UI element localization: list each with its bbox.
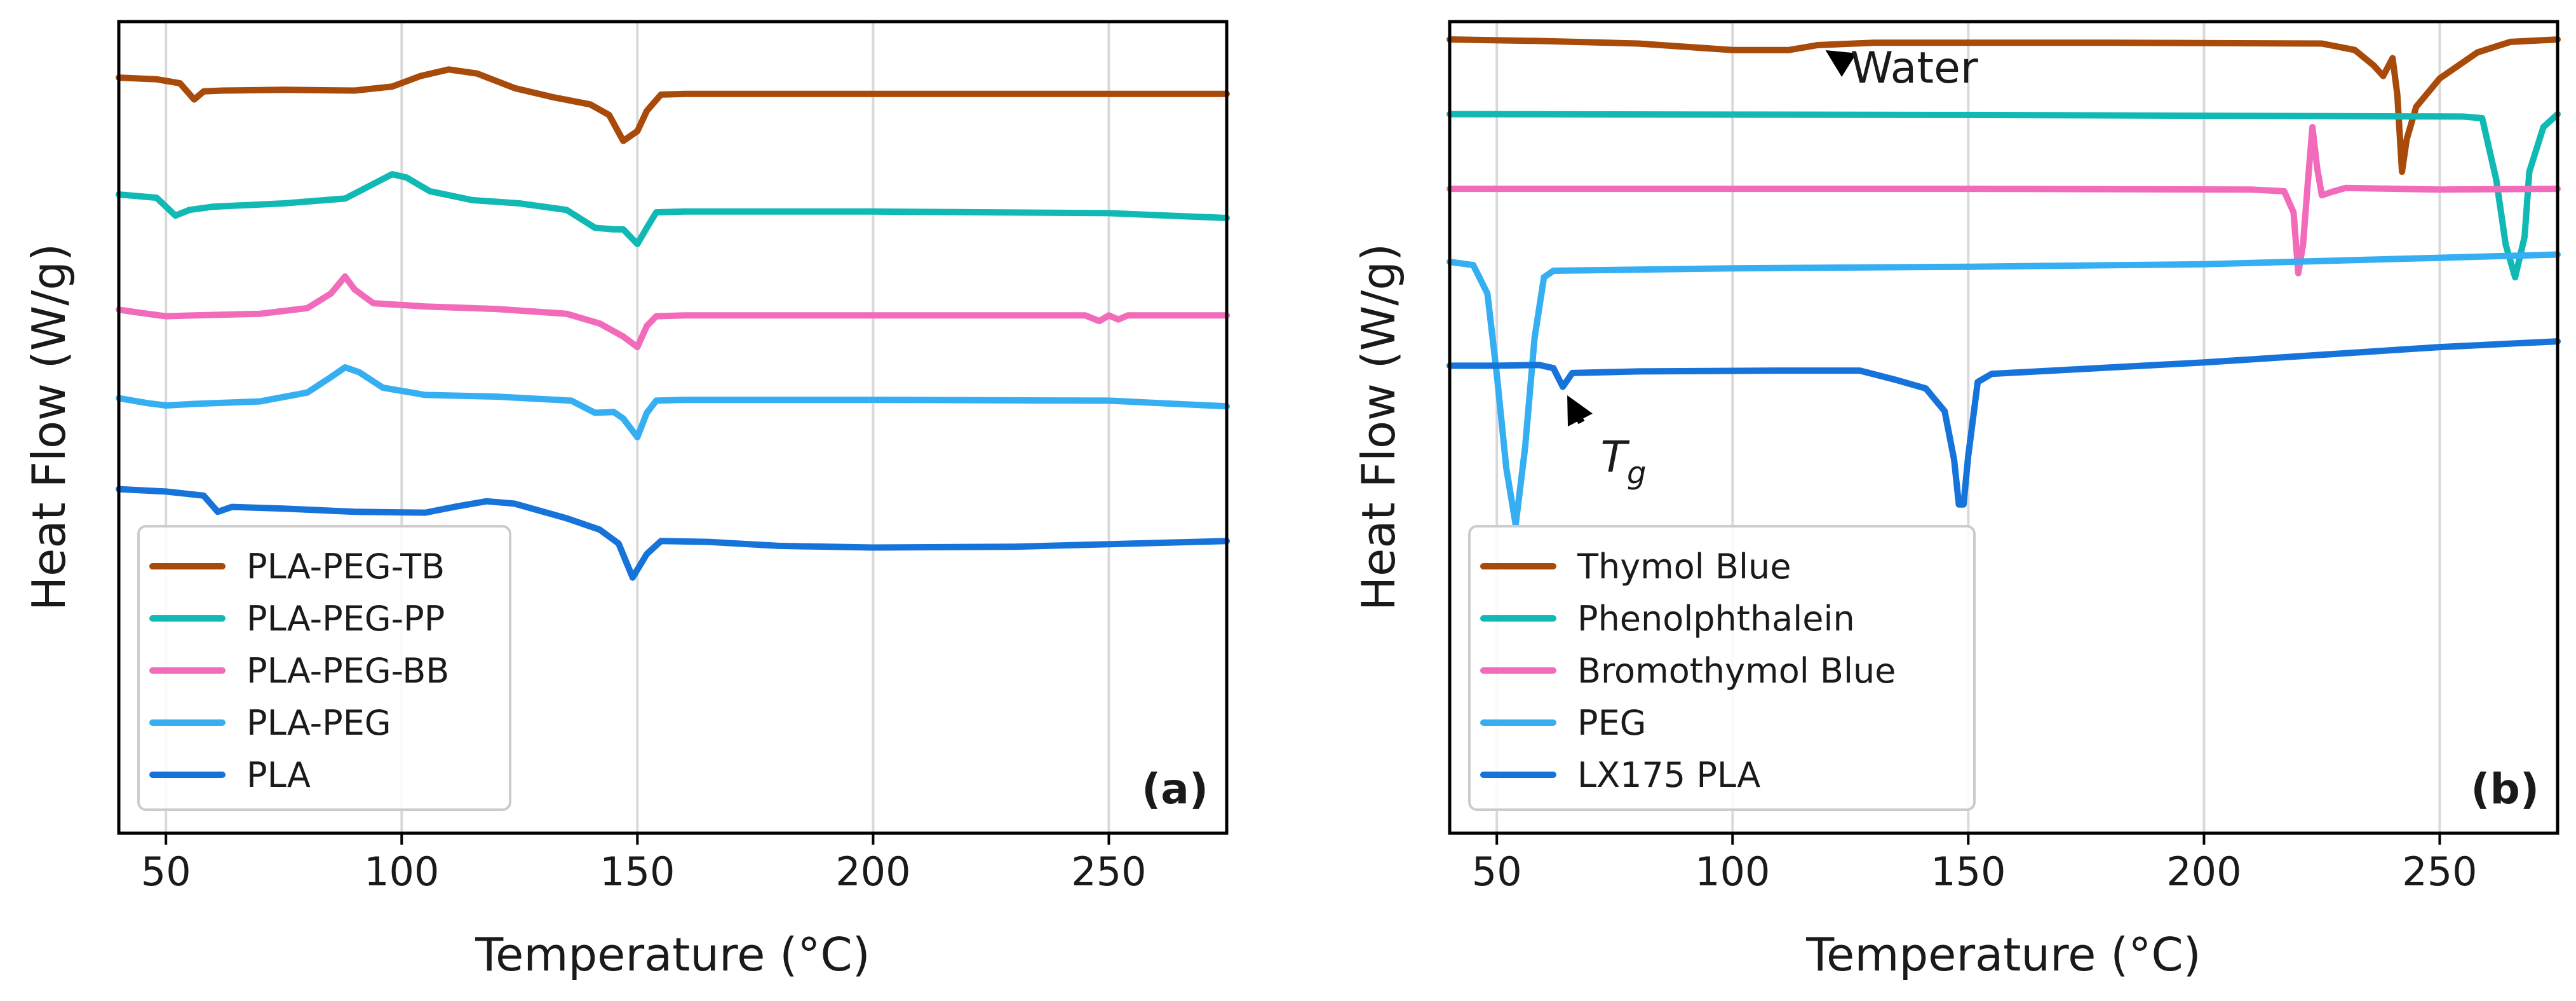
chart-b-x-tick-label: 50 <box>1472 848 1522 895</box>
chart-a-x-tick-label: 200 <box>835 848 910 895</box>
chart-a-x-ticks: 50 100 150 200 250 <box>141 833 1147 895</box>
chart-a-legend-label-pla-peg-tb: PLA-PEG-TB <box>246 547 445 587</box>
chart-a-x-tick-label: 100 <box>364 848 439 895</box>
chart-b-x-ticks: 50 100 150 200 250 <box>1472 833 2478 895</box>
chart-b-plot-frame <box>1448 20 2559 835</box>
chart-a-panel-label: (a) <box>1142 765 1208 814</box>
chart-b: 50 100 150 200 250 Temperature (°C) Heat Flo… <box>1352 20 2561 981</box>
chart-b-series-lx175-pla <box>1446 338 2561 508</box>
chart-a-series-pla <box>116 486 1230 581</box>
chart-b-series-peg <box>1446 251 2561 528</box>
chart-b-annotation-water: Water <box>1851 43 1978 93</box>
chart-a-series-pla-peg-bb <box>116 273 1230 351</box>
chart-b-panel-label: (b) <box>2471 765 2539 814</box>
chart-a-x-tick-label: 150 <box>600 848 675 895</box>
chart-b-series-bromothymol-blue <box>1446 124 2561 276</box>
chart-a-plot-frame <box>117 20 1229 835</box>
chart-b-annotation-t-arrow <box>1567 395 1593 427</box>
chart-b-legend-label-thymol-blue: Thymol Blue <box>1577 547 1791 587</box>
chart-a-legend: PLA-PEG-TB PLA-PEG-PP PLA-PEG-BB PLA-PEG PLA <box>137 525 511 811</box>
chart-b-annotation-water-arrow <box>1825 50 1857 77</box>
chart-b-x-tick-label: 250 <box>2402 848 2477 895</box>
chart-b-series-thymol-blue <box>1446 36 2561 175</box>
chart-a: 50 100 150 200 250 Temperature (°C) Heat Flo… <box>22 20 1230 981</box>
chart-b-x-tick-label: 150 <box>1931 848 2006 895</box>
chart-b-annotation-t: Tg <box>1600 433 1646 491</box>
chart-b-series <box>1446 36 2561 528</box>
chart-b-legend-label-lx175-pla: LX175 PLA <box>1577 755 1760 795</box>
chart-a-y-axis-label: Heat Flow (W/g) <box>22 243 76 611</box>
chart-a-x-axis-label: Temperature (°C) <box>475 928 870 981</box>
chart-a-x-tick-label: 250 <box>1071 848 1146 895</box>
chart-b-legend-label-peg: PEG <box>1577 703 1647 743</box>
chart-b-legend-label-bromothymol-blue: Bromothymol Blue <box>1577 651 1896 691</box>
chart-b-legend: Thymol Blue Phenolphthalein Bromothymol Bl… <box>1468 525 1976 811</box>
chart-b-series-phenolphthalein <box>1446 111 2561 281</box>
chart-b-legend-frame <box>1468 525 1976 811</box>
chart-b-x-tick-label: 100 <box>1695 848 1770 895</box>
chart-b-legend-label-phenolphthalein: Phenolphthalein <box>1577 599 1855 639</box>
chart-b-y-axis-label: Heat Flow (W/g) <box>1352 243 1405 611</box>
chart-a-series-pla-peg-pp <box>116 171 1230 247</box>
chart-b-x-tick-label: 200 <box>2166 848 2241 895</box>
chart-a-legend-label-pla-peg-bb: PLA-PEG-BB <box>246 651 449 691</box>
chart-b-x-axis-label: Temperature (°C) <box>1805 928 2201 981</box>
chart-a-series-pla-peg-tb <box>116 66 1230 144</box>
chart-a-legend-label-pla: PLA <box>246 755 311 795</box>
chart-a-x-tick-label: 50 <box>141 848 191 895</box>
chart-a-legend-label-pla-peg-pp: PLA-PEG-PP <box>246 599 445 639</box>
chart-b-annotations: Water Tg <box>1567 43 1978 491</box>
chart-a-series-pla-peg <box>116 364 1230 440</box>
chart-a-legend-frame <box>137 525 511 811</box>
chart-a-legend-label-pla-peg: PLA-PEG <box>246 703 391 743</box>
chart-a-series <box>116 66 1230 581</box>
